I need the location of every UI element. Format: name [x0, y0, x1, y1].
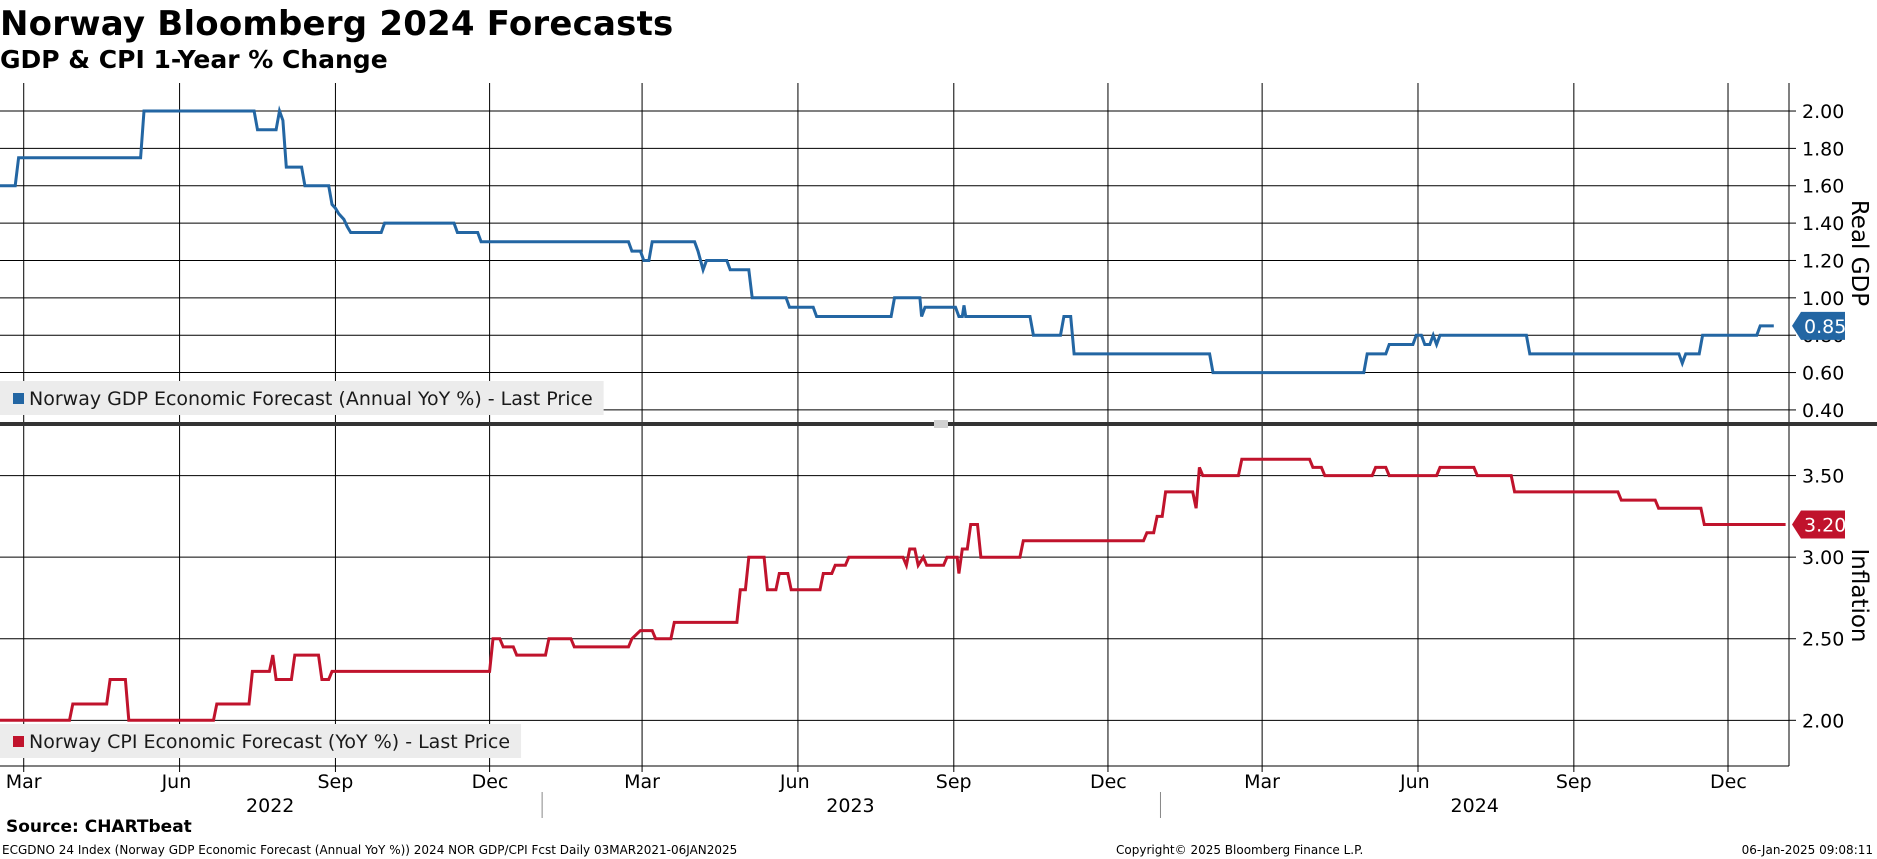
- x-tick-label: Mar: [6, 771, 42, 793]
- gdp-last-value-tag: 0.85: [1792, 311, 1846, 340]
- year-label: 2023: [826, 795, 874, 817]
- legend-background: [0, 724, 522, 758]
- year-label: 2022: [246, 795, 294, 817]
- y-tick-label: 1.20: [1802, 250, 1844, 272]
- y-tick-label: 3.50: [1802, 466, 1844, 488]
- x-tick-label: Sep: [317, 771, 353, 793]
- legend-label: Norway CPI Economic Forecast (YoY %) - L…: [29, 731, 510, 753]
- x-tick-label: Jun: [161, 771, 192, 793]
- legend-background: [0, 381, 604, 415]
- chart-description: ECGDNO 24 Index (Norway GDP Economic For…: [2, 843, 738, 857]
- gdp-axis-title: Real GDP: [1846, 200, 1872, 306]
- gdp-legend: Norway GDP Economic Forecast (Annual YoY…: [0, 381, 604, 415]
- legend-swatch: [13, 736, 24, 747]
- x-tick-label: Mar: [1244, 771, 1280, 793]
- x-tick-label: Dec: [1090, 771, 1127, 793]
- chart-title: Norway Bloomberg 2024 Forecasts: [0, 4, 674, 44]
- x-tick-label: Dec: [472, 771, 509, 793]
- y-tick-label: 0.40: [1802, 400, 1844, 422]
- panel-divider-handle: [934, 420, 948, 428]
- source-note: Source: CHARTbeat: [6, 817, 192, 837]
- legend-label: Norway GDP Economic Forecast (Annual YoY…: [29, 388, 593, 410]
- legend-swatch: [13, 393, 24, 404]
- y-tick-label: 1.00: [1802, 288, 1844, 310]
- year-label: 2024: [1451, 795, 1499, 817]
- last-value-tag-bg: [1792, 311, 1845, 340]
- x-tick-label: Sep: [936, 771, 972, 793]
- y-tick-label: 1.40: [1802, 213, 1844, 235]
- x-tick-label: Jun: [779, 771, 810, 793]
- x-tick-label: Dec: [1710, 771, 1747, 793]
- y-tick-label: 0.60: [1802, 363, 1844, 385]
- cpi-legend: Norway CPI Economic Forecast (YoY %) - L…: [0, 724, 522, 758]
- gdp-series-line: [0, 105, 1774, 375]
- y-tick-label: 2.50: [1802, 629, 1844, 651]
- x-tick-label: Mar: [624, 771, 660, 793]
- timestamp: 06-Jan-2025 09:08:11: [1741, 843, 1873, 857]
- last-value-tag-text: 3.20: [1804, 515, 1846, 537]
- x-tick-label: Sep: [1556, 771, 1592, 793]
- y-tick-label: 1.80: [1802, 138, 1844, 160]
- chart-subtitle: GDP & CPI 1-Year % Change: [0, 45, 388, 74]
- last-value-tag-bg: [1792, 510, 1845, 539]
- y-tick-label: 2.00: [1802, 101, 1844, 123]
- y-tick-label: 2.00: [1802, 710, 1844, 732]
- copyright-note: Copyright© 2025 Bloomberg Finance L.P.: [1116, 843, 1364, 857]
- cpi-last-value-tag: 3.20: [1792, 510, 1846, 539]
- x-tick-label: Jun: [1399, 771, 1430, 793]
- y-tick-label: 1.60: [1802, 176, 1844, 198]
- cpi-axis-title: Inflation: [1846, 549, 1872, 643]
- last-value-tag-text: 0.85: [1804, 316, 1846, 338]
- cpi-series-line: [0, 457, 1786, 722]
- y-tick-label: 3.00: [1802, 547, 1844, 569]
